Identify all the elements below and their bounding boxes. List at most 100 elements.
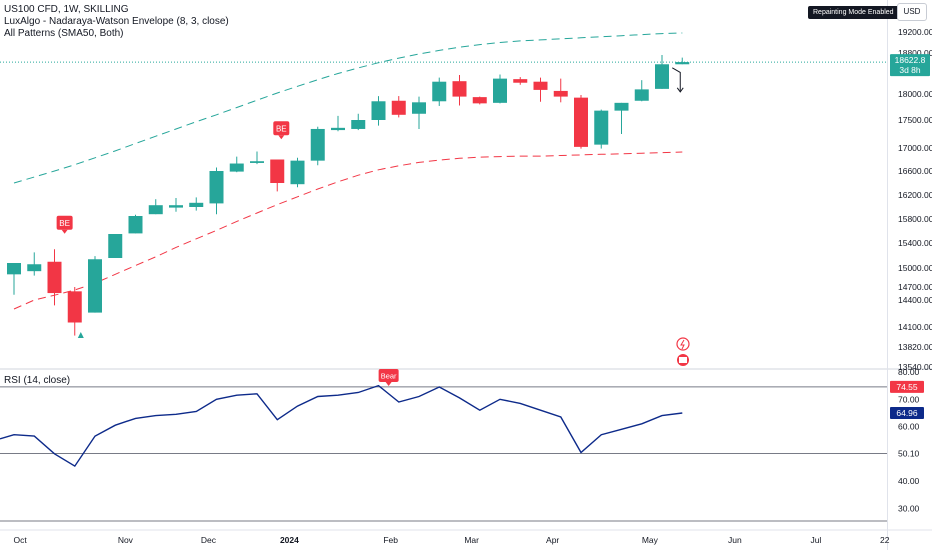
rsi-tick-label: 50.10	[898, 449, 920, 459]
candle-body	[148, 205, 163, 215]
currency-button[interactable]: USD	[897, 3, 927, 21]
price-tick-label: 14100.00	[898, 322, 932, 332]
rsi-tick-label: 70.00	[898, 394, 920, 404]
side-icons	[676, 337, 690, 366]
rsi-tick-label: 40.00	[898, 476, 920, 486]
chart-title: US100 CFD, 1W, SKILLING	[4, 4, 129, 15]
candle-body	[310, 128, 325, 161]
price-tick-label: 13820.00	[898, 342, 932, 352]
price-tick-label: 17000.00	[898, 143, 932, 153]
time-tick-label: 22	[880, 535, 890, 545]
candle-body	[331, 127, 345, 131]
time-tick-label: 2024	[280, 535, 299, 545]
bear-badge-pointer	[385, 382, 392, 386]
price-tick-label: 19200.00	[898, 27, 932, 37]
candle-body	[493, 78, 507, 103]
time-tick-label: Mar	[464, 535, 479, 545]
rsi-axis: 80.00 70.00 60.00 50.10 40.00 30.00 74.55 64.96	[890, 367, 924, 513]
forecast-arrow-head	[676, 87, 684, 93]
candle-body	[634, 89, 649, 101]
price-tick-label: 18800.00	[898, 48, 932, 58]
rsi-high-label: 74.55	[896, 382, 918, 392]
rsi-last-box	[890, 407, 924, 420]
candle-body	[452, 81, 467, 97]
time-tick-label: Oct	[13, 535, 27, 545]
lightning-icon-glyph	[680, 339, 685, 350]
price-tick-label: 16200.00	[898, 190, 932, 200]
indicator-envelope-label: LuxAlgo - Nadaraya-Watson Envelope (8, 3…	[4, 16, 229, 27]
price-tick-label: 13540.00	[898, 362, 932, 372]
pattern-badge-pointer	[278, 135, 285, 140]
candle-body	[169, 205, 183, 208]
rsi-last-label: 64.96	[896, 408, 918, 418]
time-tick-label: Jul	[810, 535, 821, 545]
candle-body	[189, 202, 204, 207]
candle-body	[371, 101, 386, 120]
candle-body	[290, 160, 305, 185]
time-tick-label: Jun	[728, 535, 742, 545]
candle-body	[412, 102, 426, 114]
candle-body	[574, 97, 588, 147]
candle-body	[351, 120, 366, 129]
pattern-badge-label: BE	[59, 219, 70, 228]
candle-body	[472, 97, 487, 104]
candle-body	[250, 161, 264, 163]
rsi-title: RSI (14, close)	[4, 375, 71, 386]
candle-body	[27, 264, 42, 272]
bear-badge-label: Bear	[381, 372, 397, 381]
candle-body	[533, 81, 548, 90]
last-price-label: 18622.8	[895, 55, 926, 65]
pattern-badge-bg	[273, 121, 290, 136]
candle-body	[209, 171, 224, 204]
pattern-badge-bg	[56, 215, 73, 230]
price-tick-label: 18000.00	[898, 89, 932, 99]
lower-envelope-line	[13, 151, 683, 310]
candle-body	[88, 259, 102, 313]
candles	[0, 55, 887, 336]
repainting-mode-badge[interactable]: Repainting Mode Enabled	[808, 6, 899, 19]
countdown-label: 3d 8h	[899, 65, 921, 75]
price-tick-label: 15000.00	[898, 263, 932, 273]
candle-body	[391, 100, 406, 115]
price-tick-label: 15800.00	[898, 214, 932, 224]
time-tick-label: Dec	[201, 535, 217, 545]
time-axis: Oct Nov Dec 2024 Feb Mar Apr May Jun Jul 22	[0, 529, 932, 545]
pattern-annotations: BE BE	[56, 67, 684, 338]
price-tick-label: 16600.00	[898, 166, 932, 176]
candle-body	[67, 291, 82, 323]
pattern-badge-pointer	[61, 229, 68, 234]
time-tick-label: Apr	[546, 535, 559, 545]
rsi-tick-label: 30.00	[898, 503, 920, 513]
flag-icon-glyph	[679, 357, 687, 363]
rsi-tick-label: 60.00	[898, 422, 920, 432]
candle-body	[614, 102, 629, 111]
candle-body	[655, 64, 669, 89]
candle-body	[7, 263, 21, 275]
candle-body	[553, 90, 568, 97]
bear-badge-bg	[378, 369, 399, 382]
indicator-patterns-label: All Patterns (SMA50, Both)	[4, 28, 124, 39]
time-tick-label: May	[642, 535, 659, 545]
last-price-box	[890, 54, 930, 77]
candle-body	[513, 79, 528, 83]
bullish-triangle-marker	[77, 332, 84, 338]
price-tick-label: 15400.00	[898, 238, 932, 248]
candle-body	[229, 163, 244, 172]
pattern-badge-label: BE	[276, 124, 287, 133]
candle-body	[432, 81, 447, 102]
candle-body	[128, 216, 143, 234]
price-tick-label: 17500.00	[898, 115, 932, 125]
rsi-line	[0, 384, 683, 468]
lightning-icon	[676, 337, 690, 351]
rsi-high-box	[890, 380, 924, 393]
price-tick-label: 14400.00	[898, 295, 932, 305]
time-tick-label: Nov	[118, 535, 134, 545]
rsi-tick-label: 80.00	[898, 367, 920, 377]
candle-body	[47, 261, 62, 294]
price-axis: 19200.00 18800.00 18000.00 17500.00 17000.00…	[890, 27, 932, 372]
candle-body	[675, 62, 690, 65]
candle-body	[270, 159, 285, 183]
time-tick-label: Feb	[383, 535, 398, 545]
